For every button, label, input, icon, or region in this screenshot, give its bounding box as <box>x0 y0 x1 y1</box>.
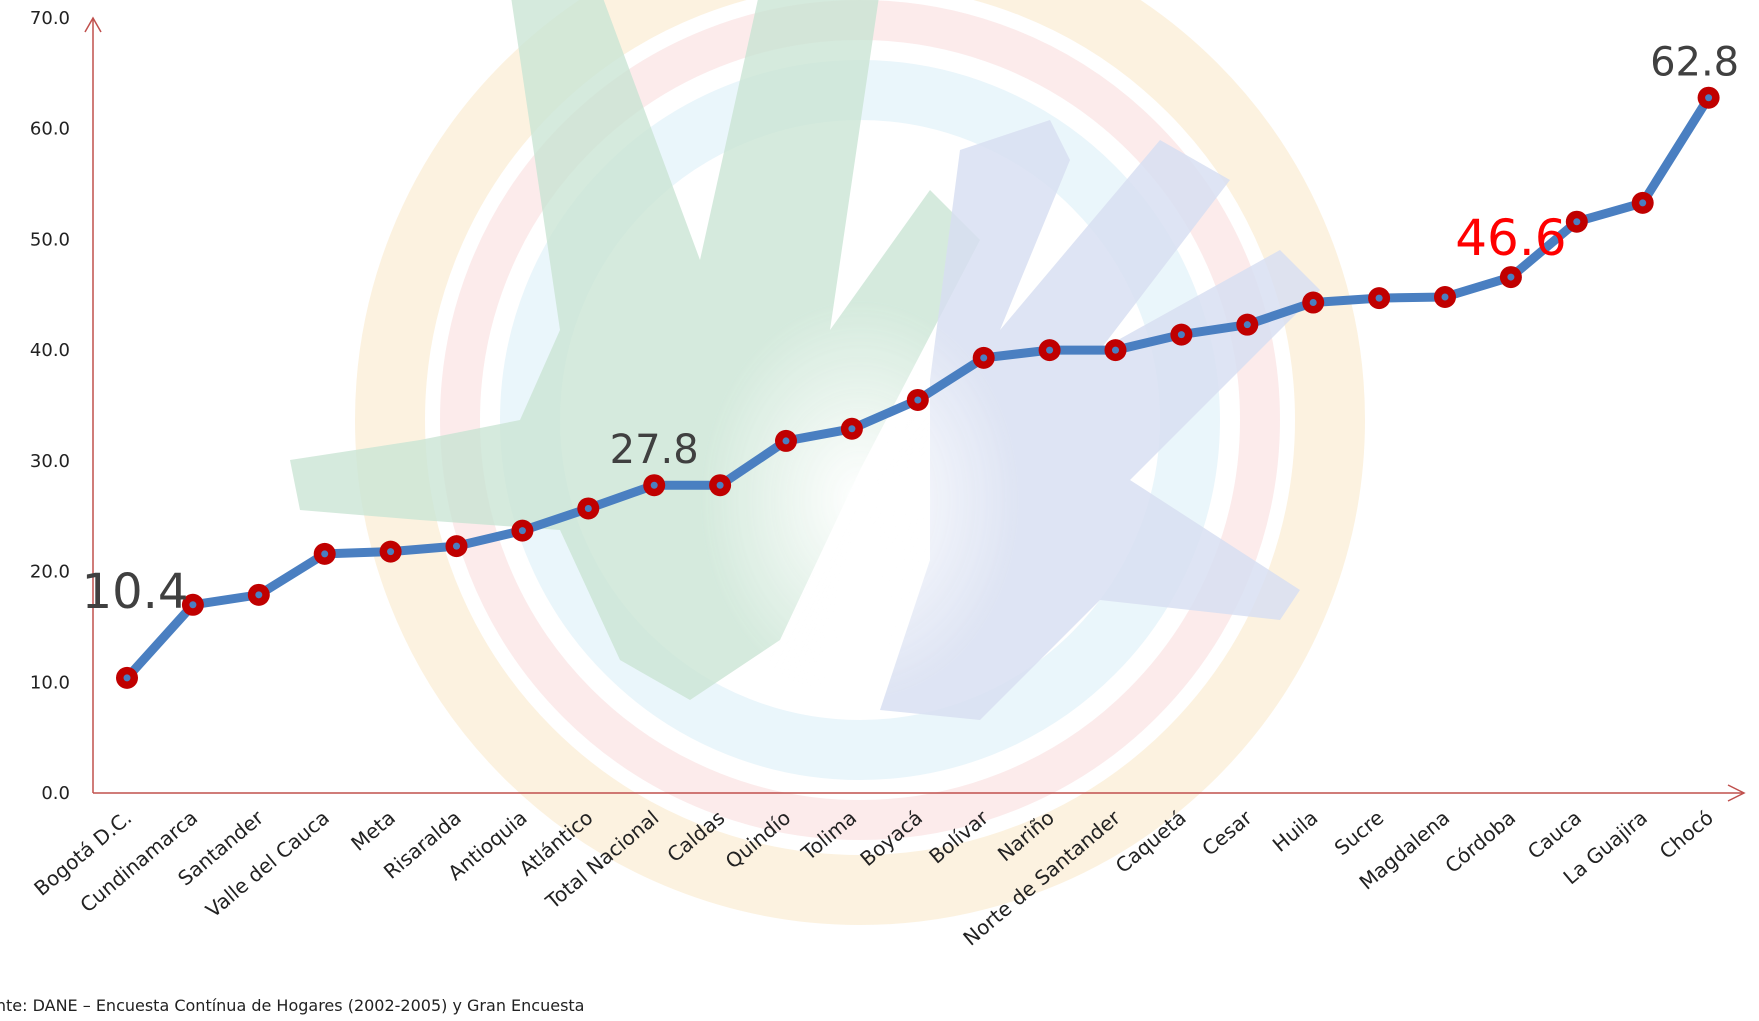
data-point <box>181 593 204 616</box>
data-point <box>1434 286 1456 308</box>
data-point-center <box>1573 218 1581 226</box>
y-tick-label: 60.0 <box>30 119 70 140</box>
data-point-center <box>255 591 263 599</box>
data-point-center <box>1309 299 1317 307</box>
data-point <box>1697 86 1720 109</box>
series-layer <box>116 86 1720 689</box>
data-point <box>445 535 468 558</box>
x-tick-label: Huila <box>1268 805 1323 856</box>
data-point-center <box>848 425 856 433</box>
data-point <box>906 388 929 411</box>
x-tick-label: Valle del Cauca <box>201 805 334 922</box>
data-point <box>1565 210 1588 233</box>
x-tick-label: Chocó <box>1655 805 1718 863</box>
data-point-center <box>1375 294 1383 302</box>
data-point <box>1499 266 1522 289</box>
axes <box>84 16 1746 802</box>
data-point <box>379 540 402 563</box>
data-point <box>1236 313 1259 336</box>
data-point-center <box>716 481 724 489</box>
y-tick-label: 40.0 <box>30 340 70 361</box>
data-point <box>313 542 336 565</box>
data-point <box>840 417 863 440</box>
x-tick-label: Cundinamarca <box>75 805 202 917</box>
data-point-center <box>1705 94 1713 102</box>
x-tick-label: Cesar <box>1197 805 1257 861</box>
x-tick-label: Córdoba <box>1440 805 1520 877</box>
data-point-center <box>1441 293 1449 301</box>
data-point <box>1104 339 1127 362</box>
data-point-center <box>321 550 329 558</box>
data-point-center <box>782 437 790 445</box>
data-point-center <box>1639 199 1647 207</box>
data-point <box>1368 287 1391 310</box>
source-note: ente: DANE – Encuesta Contínua de Hogare… <box>0 996 585 1015</box>
data-point-center <box>650 481 658 489</box>
data-point-center <box>123 674 131 682</box>
data-point-center <box>1177 331 1185 339</box>
data-point <box>972 346 995 369</box>
data-point-center <box>189 601 197 609</box>
y-tick-label: 50.0 <box>30 229 70 250</box>
data-point <box>1302 291 1325 314</box>
data-point <box>1038 339 1061 362</box>
data-point-center <box>980 354 988 362</box>
annotation-layer: 10.4 27.8 46.6 62.8 <box>82 40 1740 620</box>
data-label: 27.8 <box>610 427 699 473</box>
x-tick-label: Meta <box>346 805 399 855</box>
y-tick-label: 30.0 <box>30 451 70 472</box>
y-tick-label: 20.0 <box>30 562 70 583</box>
data-point-center <box>387 548 395 556</box>
data-point <box>1170 323 1193 346</box>
data-label: 62.8 <box>1650 40 1739 86</box>
data-point-center <box>1243 321 1251 329</box>
data-label: 46.6 <box>1455 209 1566 267</box>
data-point <box>577 497 600 520</box>
data-point-center <box>453 542 460 550</box>
y-tick-label: 10.0 <box>30 672 70 693</box>
y-tick-label: 70.0 <box>30 8 70 29</box>
data-point <box>511 519 534 542</box>
data-point <box>709 474 732 497</box>
x-tick-label: Sucre <box>1330 805 1389 860</box>
data-point <box>1631 191 1654 214</box>
x-axis-arrow <box>1727 784 1746 802</box>
data-point-center <box>518 527 526 535</box>
hands-watermark <box>290 0 1365 925</box>
data-point-center <box>1507 273 1515 281</box>
data-label: 10.4 <box>82 564 189 620</box>
data-point-center <box>1112 346 1119 354</box>
y-axis-ticks: 0.0 10.0 20.0 30.0 40.0 50.0 60.0 70.0 <box>30 8 70 804</box>
y-tick-label: 0.0 <box>41 783 70 804</box>
data-point <box>775 429 797 452</box>
data-point <box>247 583 270 606</box>
y-axis-arrow <box>84 16 102 33</box>
data-point <box>643 474 666 497</box>
data-point <box>116 666 138 689</box>
data-point-center <box>914 396 922 404</box>
data-point-center <box>584 504 592 512</box>
data-point-center <box>1046 346 1054 354</box>
